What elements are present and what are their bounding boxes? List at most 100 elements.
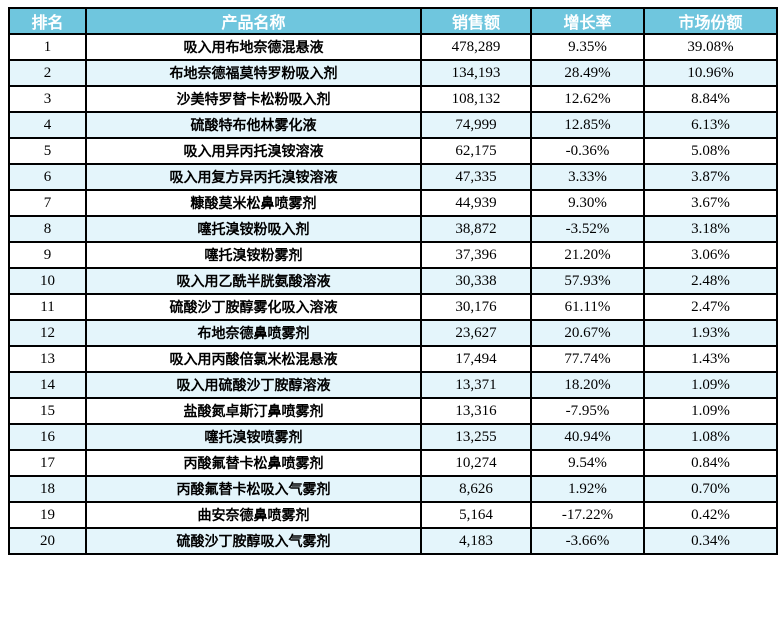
table-row: 14 吸入用硫酸沙丁胺醇溶液 13,371 18.20% 1.09% bbox=[8, 371, 778, 399]
growth-cell: 9.35% bbox=[530, 33, 645, 61]
column-header-name: 产品名称 bbox=[85, 7, 422, 35]
growth-cell: 61.11% bbox=[530, 293, 645, 321]
sales-cell: 62,175 bbox=[420, 137, 532, 165]
product-name-cell: 吸入用乙酰半胱氨酸溶液 bbox=[85, 267, 422, 295]
share-cell: 0.42% bbox=[643, 501, 778, 529]
share-cell: 1.08% bbox=[643, 423, 778, 451]
share-cell: 0.34% bbox=[643, 527, 778, 555]
growth-cell: 12.85% bbox=[530, 111, 645, 139]
sales-cell: 5,164 bbox=[420, 501, 532, 529]
growth-cell: -3.52% bbox=[530, 215, 645, 243]
sales-cell: 38,872 bbox=[420, 215, 532, 243]
product-name-cell: 硫酸沙丁胺醇雾化吸入溶液 bbox=[85, 293, 422, 321]
growth-cell: 3.33% bbox=[530, 163, 645, 191]
rank-cell: 9 bbox=[8, 241, 87, 269]
table-row: 17 丙酸氟替卡松鼻喷雾剂 10,274 9.54% 0.84% bbox=[8, 449, 778, 477]
sales-cell: 47,335 bbox=[420, 163, 532, 191]
growth-cell: 77.74% bbox=[530, 345, 645, 373]
table-body: 1 吸入用布地奈德混悬液 478,289 9.35% 39.08% 2 布地奈德福莫特罗粉吸… bbox=[8, 33, 778, 555]
product-ranking-table-container: 排名 产品名称 销售额 增长率 市场份额 1 吸入用布地奈德混悬液 478,289 9… bbox=[8, 7, 778, 555]
table-row: 3 沙美特罗替卡松粉吸入剂 108,132 12.62% 8.84% bbox=[8, 85, 778, 113]
table-row: 10 吸入用乙酰半胱氨酸溶液 30,338 57.93% 2.48% bbox=[8, 267, 778, 295]
sales-cell: 13,316 bbox=[420, 397, 532, 425]
header-row: 排名 产品名称 销售额 增长率 市场份额 bbox=[8, 7, 778, 35]
growth-cell: -3.66% bbox=[530, 527, 645, 555]
rank-cell: 16 bbox=[8, 423, 87, 451]
table-row: 12 布地奈德鼻喷雾剂 23,627 20.67% 1.93% bbox=[8, 319, 778, 347]
share-cell: 3.18% bbox=[643, 215, 778, 243]
sales-cell: 44,939 bbox=[420, 189, 532, 217]
growth-cell: 28.49% bbox=[530, 59, 645, 87]
product-name-cell: 吸入用丙酸倍氯米松混悬液 bbox=[85, 345, 422, 373]
share-cell: 8.84% bbox=[643, 85, 778, 113]
growth-cell: 9.54% bbox=[530, 449, 645, 477]
growth-cell: -17.22% bbox=[530, 501, 645, 529]
table-row: 20 硫酸沙丁胺醇吸入气雾剂 4,183 -3.66% 0.34% bbox=[8, 527, 778, 555]
table-header: 排名 产品名称 销售额 增长率 市场份额 bbox=[8, 7, 778, 35]
column-header-share: 市场份额 bbox=[643, 7, 778, 35]
share-cell: 3.67% bbox=[643, 189, 778, 217]
sales-cell: 13,255 bbox=[420, 423, 532, 451]
rank-cell: 1 bbox=[8, 33, 87, 61]
growth-cell: 12.62% bbox=[530, 85, 645, 113]
table-row: 2 布地奈德福莫特罗粉吸入剂 134,193 28.49% 10.96% bbox=[8, 59, 778, 87]
rank-cell: 14 bbox=[8, 371, 87, 399]
sales-cell: 134,193 bbox=[420, 59, 532, 87]
rank-cell: 12 bbox=[8, 319, 87, 347]
product-name-cell: 丙酸氟替卡松鼻喷雾剂 bbox=[85, 449, 422, 477]
product-name-cell: 吸入用布地奈德混悬液 bbox=[85, 33, 422, 61]
table-row: 16 噻托溴铵喷雾剂 13,255 40.94% 1.08% bbox=[8, 423, 778, 451]
table-row: 11 硫酸沙丁胺醇雾化吸入溶液 30,176 61.11% 2.47% bbox=[8, 293, 778, 321]
sales-cell: 10,274 bbox=[420, 449, 532, 477]
rank-cell: 19 bbox=[8, 501, 87, 529]
sales-cell: 23,627 bbox=[420, 319, 532, 347]
table-row: 18 丙酸氟替卡松吸入气雾剂 8,626 1.92% 0.70% bbox=[8, 475, 778, 503]
table-row: 6 吸入用复方异丙托溴铵溶液 47,335 3.33% 3.87% bbox=[8, 163, 778, 191]
product-name-cell: 吸入用异丙托溴铵溶液 bbox=[85, 137, 422, 165]
share-cell: 1.43% bbox=[643, 345, 778, 373]
share-cell: 10.96% bbox=[643, 59, 778, 87]
rank-cell: 13 bbox=[8, 345, 87, 373]
product-name-cell: 噻托溴铵粉吸入剂 bbox=[85, 215, 422, 243]
table-row: 13 吸入用丙酸倍氯米松混悬液 17,494 77.74% 1.43% bbox=[8, 345, 778, 373]
growth-cell: 21.20% bbox=[530, 241, 645, 269]
share-cell: 2.48% bbox=[643, 267, 778, 295]
table-row: 5 吸入用异丙托溴铵溶液 62,175 -0.36% 5.08% bbox=[8, 137, 778, 165]
rank-cell: 18 bbox=[8, 475, 87, 503]
product-name-cell: 噻托溴铵喷雾剂 bbox=[85, 423, 422, 451]
table-row: 4 硫酸特布他林雾化液 74,999 12.85% 6.13% bbox=[8, 111, 778, 139]
product-name-cell: 盐酸氮卓斯汀鼻喷雾剂 bbox=[85, 397, 422, 425]
rank-cell: 17 bbox=[8, 449, 87, 477]
rank-cell: 20 bbox=[8, 527, 87, 555]
column-header-rank: 排名 bbox=[8, 7, 87, 35]
share-cell: 0.70% bbox=[643, 475, 778, 503]
growth-cell: 57.93% bbox=[530, 267, 645, 295]
product-name-cell: 吸入用硫酸沙丁胺醇溶液 bbox=[85, 371, 422, 399]
share-cell: 3.06% bbox=[643, 241, 778, 269]
share-cell: 2.47% bbox=[643, 293, 778, 321]
sales-cell: 108,132 bbox=[420, 85, 532, 113]
sales-cell: 13,371 bbox=[420, 371, 532, 399]
column-header-sales: 销售额 bbox=[420, 7, 532, 35]
share-cell: 1.09% bbox=[643, 371, 778, 399]
share-cell: 0.84% bbox=[643, 449, 778, 477]
growth-cell: 18.20% bbox=[530, 371, 645, 399]
share-cell: 1.93% bbox=[643, 319, 778, 347]
share-cell: 6.13% bbox=[643, 111, 778, 139]
product-name-cell: 布地奈德鼻喷雾剂 bbox=[85, 319, 422, 347]
table-row: 7 糠酸莫米松鼻喷雾剂 44,939 9.30% 3.67% bbox=[8, 189, 778, 217]
rank-cell: 6 bbox=[8, 163, 87, 191]
rank-cell: 15 bbox=[8, 397, 87, 425]
rank-cell: 10 bbox=[8, 267, 87, 295]
sales-cell: 17,494 bbox=[420, 345, 532, 373]
sales-cell: 8,626 bbox=[420, 475, 532, 503]
sales-cell: 478,289 bbox=[420, 33, 532, 61]
growth-cell: -7.95% bbox=[530, 397, 645, 425]
table-row: 15 盐酸氮卓斯汀鼻喷雾剂 13,316 -7.95% 1.09% bbox=[8, 397, 778, 425]
product-name-cell: 沙美特罗替卡松粉吸入剂 bbox=[85, 85, 422, 113]
product-name-cell: 吸入用复方异丙托溴铵溶液 bbox=[85, 163, 422, 191]
product-name-cell: 噻托溴铵粉雾剂 bbox=[85, 241, 422, 269]
rank-cell: 8 bbox=[8, 215, 87, 243]
sales-cell: 74,999 bbox=[420, 111, 532, 139]
product-name-cell: 硫酸沙丁胺醇吸入气雾剂 bbox=[85, 527, 422, 555]
